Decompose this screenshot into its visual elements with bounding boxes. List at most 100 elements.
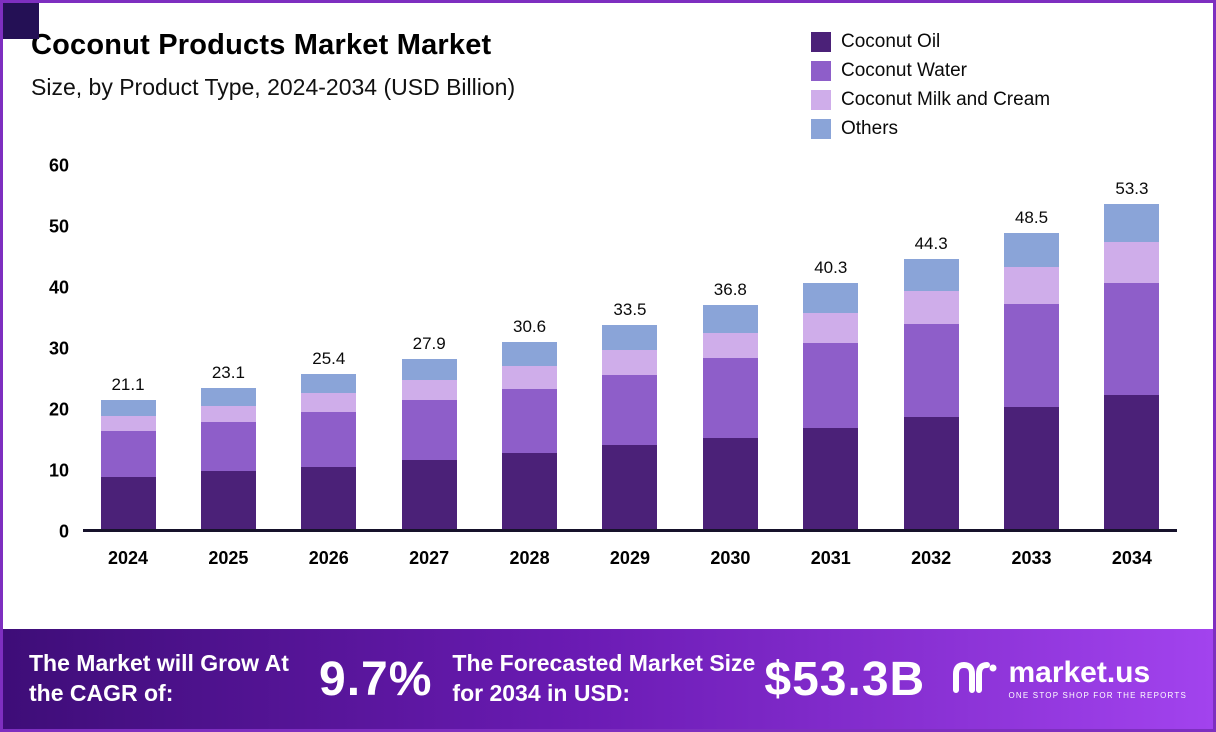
bar-stack [803, 283, 859, 529]
forecast-value: $53.3B [764, 652, 926, 706]
bar-stack [903, 258, 959, 529]
bar-column: 40.3 [790, 258, 872, 529]
bar-total-label: 27.9 [412, 333, 446, 353]
y-tick-label: 10 [48, 460, 69, 481]
y-tick-label: 50 [48, 216, 69, 237]
bar-segment-coconut-milk-and-cream [100, 416, 156, 432]
bar-segment-coconut-oil [602, 445, 658, 529]
bar-stack [602, 324, 658, 529]
x-axis-label: 2034 [1111, 548, 1152, 568]
bar-column: 21.1 [87, 375, 169, 529]
legend-label: Coconut Water [841, 60, 968, 81]
bar-segment-coconut-milk-and-cream [200, 405, 256, 423]
bar-stack [502, 342, 558, 529]
cagr-value: 9.7% [319, 652, 433, 706]
bar-segment-coconut-milk-and-cream [301, 392, 357, 412]
bar-segment-others [1104, 203, 1160, 243]
brand-text: market.us ONE STOP SHOP FOR THE REPORTS [1008, 658, 1187, 701]
x-labels: 2024 2025 2026 2027 2028 2029 2030 2031 2032 2033… [83, 548, 1177, 569]
bar-total-label: 23.1 [211, 363, 245, 383]
bar-segment-others [200, 388, 256, 406]
bar-column: 48.5 [991, 208, 1073, 529]
chart-subtitle: Size, by Product Type, 2024-2034 (USD Bi… [31, 74, 516, 100]
x-axis-label: 2024 [107, 548, 149, 568]
legend-item-coconut-water: Coconut Water [811, 60, 1179, 82]
bar-total-label: 44.3 [914, 233, 948, 253]
bar-segment-coconut-milk-and-cream [803, 313, 859, 343]
bar-segment-coconut-milk-and-cream [602, 350, 658, 375]
bar-segment-coconut-water [1104, 283, 1160, 396]
bar-segment-coconut-water [1004, 303, 1060, 407]
y-tick-label: 40 [48, 277, 69, 298]
bar-segment-coconut-milk-and-cream [502, 366, 558, 389]
bar-segment-coconut-milk-and-cream [702, 332, 758, 359]
bar-segment-others [100, 400, 156, 417]
y-tick-label: 20 [48, 399, 69, 420]
x-axis-label: 2033 [1011, 548, 1052, 568]
bar-segment-others [803, 283, 859, 314]
x-axis-label: 2030 [710, 548, 751, 568]
bar-segment-coconut-milk-and-cream [903, 291, 959, 325]
bar-segment-others [502, 342, 558, 367]
legend-item-coconut-milk-and-cream: Coconut Milk and Cream [811, 89, 1179, 111]
cagr-label: The Market will Grow At the CAGR of: [29, 650, 289, 706]
x-axis-label: 2025 [208, 548, 249, 568]
bar-segment-coconut-water [301, 411, 357, 467]
bar-segment-others [702, 304, 758, 333]
bar-segment-coconut-oil [401, 460, 457, 529]
bar-segment-others [401, 358, 457, 381]
bar-segment-coconut-milk-and-cream [1004, 267, 1060, 304]
chart-title: Coconut Products Market Market [31, 29, 492, 61]
bar-segment-others [602, 324, 658, 351]
bar-segment-coconut-oil [803, 427, 859, 529]
bar-total-label: 40.3 [814, 258, 848, 278]
bar-column: 44.3 [890, 234, 972, 529]
bar-stack [100, 400, 156, 529]
legend-item-coconut-oil: Coconut Oil [811, 31, 1179, 53]
legend-swatch [811, 119, 831, 139]
bar-column: 25.4 [288, 349, 370, 529]
bar-segment-coconut-oil [301, 466, 357, 529]
y-tick-label: 30 [48, 338, 69, 359]
legend-label: Coconut Oil [841, 31, 941, 52]
legend-swatch [811, 90, 831, 110]
bar-stack [301, 374, 357, 529]
bar-total-label: 33.5 [613, 299, 647, 319]
bar-segment-coconut-water [702, 358, 758, 438]
bars: 21.1 23.1 25.4 27.9 30.6 33.5 36.8 40.3 44.3 48.5… [83, 166, 1177, 529]
bar-stack [401, 358, 457, 529]
bar-segment-coconut-oil [502, 452, 558, 529]
bar-segment-coconut-oil [200, 471, 256, 529]
bar-total-label: 48.5 [1014, 208, 1049, 228]
x-axis-label: 2032 [911, 548, 952, 568]
bar-segment-coconut-water [903, 324, 959, 418]
bar-stack [702, 304, 758, 529]
bar-segment-coconut-oil [1004, 407, 1060, 529]
x-axis-label: 2029 [609, 548, 650, 568]
bar-segment-coconut-milk-and-cream [401, 380, 457, 401]
title-block: Coconut Products Market Market Size, by … [31, 29, 515, 140]
bar-segment-others [1004, 233, 1060, 268]
bar-total-label: 36.8 [713, 279, 747, 299]
market-us-logo-icon [950, 658, 998, 701]
bar-total-label: 30.6 [513, 317, 547, 337]
plot-area: 21.1 23.1 25.4 27.9 30.6 33.5 36.8 40.3 44.3 48.5… [83, 166, 1177, 532]
corner-decoration [3, 3, 39, 39]
bar-segment-coconut-oil [1104, 395, 1160, 529]
bar-segment-coconut-water [502, 388, 558, 453]
bar-total-label: 25.4 [312, 349, 346, 369]
x-axis-label: 2028 [509, 548, 550, 568]
bar-segment-coconut-water [602, 374, 658, 446]
bar-stack [1104, 203, 1160, 529]
y-axis: 0 10 20 30 40 50 60 [23, 156, 83, 542]
y-tick-label: 60 [48, 155, 69, 176]
legend-swatch [811, 61, 831, 81]
brand-tagline: ONE STOP SHOP FOR THE REPORTS [1008, 691, 1187, 700]
bar-column: 30.6 [489, 317, 571, 529]
bar-stack [200, 388, 256, 529]
bar-segment-coconut-water [803, 342, 859, 428]
legend-swatch [811, 32, 831, 52]
bar-column: 53.3 [1091, 179, 1173, 529]
bar-segment-others [903, 258, 959, 292]
